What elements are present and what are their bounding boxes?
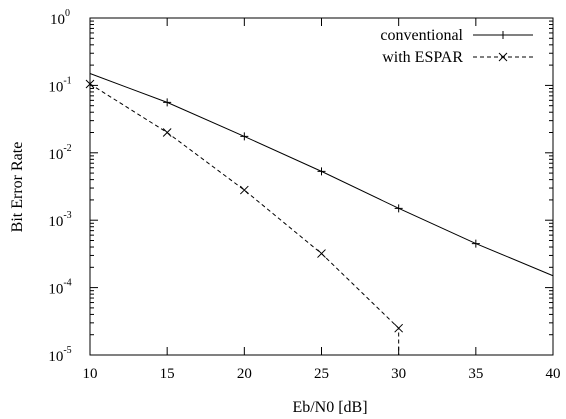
x-axis-title: Eb/N0 [dB] xyxy=(292,399,367,416)
cross-marker xyxy=(317,249,326,258)
plus-marker xyxy=(394,204,403,213)
legend-entry-0: conventional xyxy=(380,27,533,44)
y-tick-label: 100 xyxy=(50,8,70,28)
x-tick-label: 40 xyxy=(546,366,561,382)
series-1 xyxy=(85,79,404,355)
legend-entry-1: with ESPAR xyxy=(382,49,533,66)
x-tick-label: 10 xyxy=(83,366,98,382)
y-tick-label: 10-1 xyxy=(48,75,71,95)
y-tick-label: 10-5 xyxy=(48,345,71,365)
cross-marker xyxy=(162,128,172,137)
y-axis-title: Bit Error Rate xyxy=(9,142,26,233)
plus-marker xyxy=(471,239,480,248)
y-tick-label: 10-2 xyxy=(48,143,71,163)
plot-frame xyxy=(89,17,554,356)
series-line xyxy=(89,83,400,355)
y-tick-label: 10-3 xyxy=(48,210,71,230)
axes xyxy=(89,17,554,356)
cross-marker xyxy=(239,185,249,195)
cross-marker xyxy=(85,79,95,89)
cross-marker xyxy=(498,52,508,62)
x-tick-label: 25 xyxy=(314,366,329,382)
legend-label: with ESPAR xyxy=(382,49,463,66)
series-0 xyxy=(89,73,554,277)
legend-label: conventional xyxy=(380,27,463,44)
x-tick-label: 35 xyxy=(468,366,483,382)
y-tick-label: 10-4 xyxy=(48,278,71,298)
plus-marker xyxy=(163,98,172,107)
plus-marker xyxy=(240,132,249,141)
ticks: 10 15 20 25 30 35 40 10-5 10-4 10-3 10-2 10-1 100 xyxy=(48,8,560,382)
series xyxy=(85,73,554,355)
plus-marker xyxy=(317,167,326,176)
plus-marker xyxy=(499,31,507,39)
x-tick-label: 20 xyxy=(237,366,252,382)
x-tick-label: 30 xyxy=(391,366,406,382)
cross-marker xyxy=(394,323,404,333)
legend: conventional with ESPAR xyxy=(380,27,533,66)
x-tick-label: 15 xyxy=(160,366,175,382)
